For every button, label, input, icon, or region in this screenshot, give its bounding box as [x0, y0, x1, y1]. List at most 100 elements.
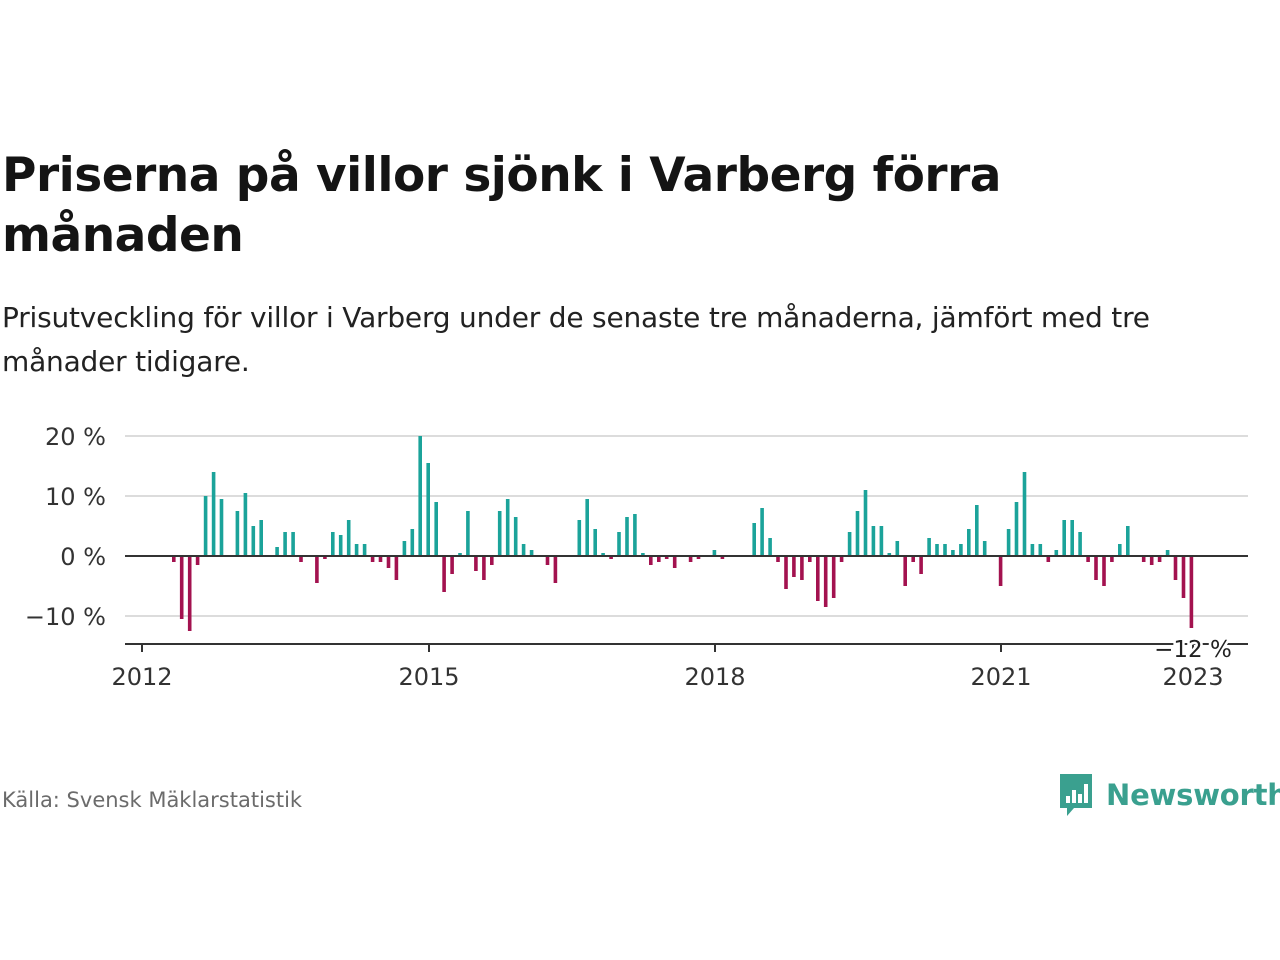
bar [1173, 556, 1178, 580]
bar [211, 472, 216, 556]
bar [545, 556, 550, 565]
bar [386, 556, 391, 568]
y-tick-label: 10 % [45, 483, 106, 511]
bar [1038, 544, 1043, 556]
bar [1030, 544, 1035, 556]
bar [410, 529, 415, 556]
bar [1157, 556, 1162, 562]
bar [863, 490, 868, 556]
bar [601, 553, 605, 556]
bar [251, 526, 256, 556]
bar [823, 556, 828, 607]
bar [585, 499, 589, 556]
bar [203, 496, 208, 556]
bar [172, 556, 176, 562]
bar [1062, 520, 1066, 556]
bar [442, 556, 446, 592]
bar [760, 508, 764, 556]
x-tick-label: 2018 [684, 663, 745, 691]
bar [434, 502, 438, 556]
bar [1165, 550, 1170, 556]
chart-subtitle: Prisutveckling för villor i Varberg unde… [2, 301, 1150, 378]
bar [1014, 502, 1019, 556]
bar [609, 556, 613, 559]
bar [346, 520, 351, 556]
bar [378, 556, 383, 562]
bar [633, 514, 637, 556]
bar [792, 556, 796, 577]
bar [513, 517, 518, 556]
bar [879, 526, 884, 556]
bar [1070, 520, 1074, 556]
x-tick-label: 2012 [111, 663, 172, 691]
bar [1149, 556, 1154, 565]
bar [998, 556, 1003, 586]
bar [664, 556, 669, 559]
bar [696, 556, 701, 559]
bar [362, 544, 367, 556]
bar [474, 556, 478, 571]
bar [1126, 526, 1130, 556]
bar [490, 556, 494, 565]
x-axis-ticks: 2012 2015 2018 2021 2023 [111, 644, 1224, 691]
bar [776, 556, 780, 562]
bars [172, 436, 1194, 631]
source-text: Källa: Svensk Mäklarstatistik [2, 788, 303, 812]
bar [871, 526, 876, 556]
bar [847, 532, 852, 556]
bar [1006, 529, 1011, 556]
bar [649, 556, 653, 565]
bar [816, 556, 820, 601]
bar [1046, 556, 1051, 562]
bar [243, 493, 248, 556]
bar [967, 529, 971, 556]
bar [1118, 544, 1122, 556]
bar [1022, 472, 1027, 556]
bar [800, 556, 804, 580]
bar [1141, 556, 1146, 562]
bar [672, 556, 677, 568]
bar [1094, 556, 1098, 580]
bar [935, 544, 939, 556]
bar [505, 499, 510, 556]
bar [1181, 556, 1186, 598]
bar [299, 556, 303, 562]
bar [1078, 532, 1082, 556]
bar [959, 544, 963, 556]
newsworthy-logo[interactable]: Newsworthy [1058, 770, 1280, 820]
bar [768, 538, 772, 556]
gridlines [125, 435, 1248, 617]
bar [235, 511, 240, 556]
bar [331, 532, 335, 556]
bar [394, 556, 399, 580]
bar [338, 535, 343, 556]
bar [370, 556, 375, 562]
bar [617, 532, 621, 556]
bar [179, 556, 184, 619]
last-value-label: −12 % [1154, 637, 1232, 663]
bar [219, 499, 224, 556]
bar [752, 523, 756, 556]
bar [951, 550, 955, 556]
bar [497, 511, 502, 556]
bar [911, 556, 915, 562]
bar [903, 556, 907, 586]
bar [895, 541, 900, 556]
bar [982, 541, 987, 556]
brand-name: Newsworthy [1106, 778, 1280, 812]
bar [887, 553, 892, 556]
bar [577, 520, 582, 556]
bar [975, 505, 979, 556]
bar [784, 556, 788, 589]
bar [553, 556, 558, 583]
bar [275, 547, 279, 556]
bar [1086, 556, 1090, 562]
bar [450, 556, 454, 574]
bar [529, 550, 534, 556]
bar [927, 538, 931, 556]
bar [323, 556, 327, 559]
bar [593, 529, 597, 556]
bar [466, 511, 470, 556]
bar [712, 550, 717, 556]
bar [187, 556, 192, 631]
